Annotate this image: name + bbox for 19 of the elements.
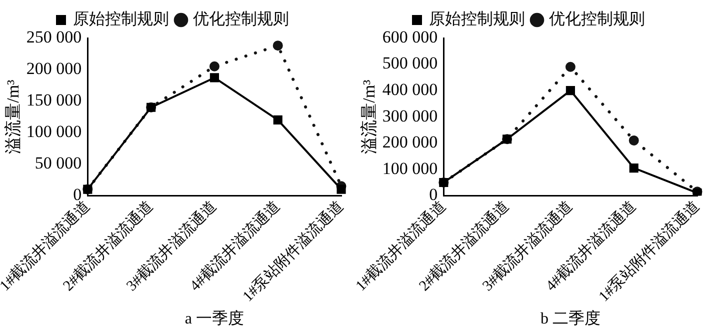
y-tick-label: 400 000 xyxy=(382,80,438,100)
y-tick-label: 200 000 xyxy=(382,132,438,152)
y-axis-title: 溢流量/m³ xyxy=(4,80,23,154)
y-axis-title: 溢流量/m³ xyxy=(360,80,379,154)
y-tick-label: 100 000 xyxy=(382,158,438,178)
legend-label: 优化控制规则 xyxy=(549,10,645,28)
y-tick-label: 150 000 xyxy=(26,90,82,110)
y-tick-label: 500 000 xyxy=(382,54,438,73)
x-axis-title: a 一季度 xyxy=(184,310,244,328)
legend-label: 原始控制规则 xyxy=(73,10,169,28)
y-tick-label: 300 000 xyxy=(382,106,438,126)
y-tick-label: 250 000 xyxy=(26,27,82,46)
y-tick-label: 200 000 xyxy=(26,58,82,78)
legend-label: 原始控制规则 xyxy=(429,10,525,28)
legend-label: 优化控制规则 xyxy=(193,10,289,28)
y-tick-label: 600 000 xyxy=(382,27,438,46)
y-tick-label: 50 000 xyxy=(34,154,82,173)
y-tick-label: 100 000 xyxy=(26,122,82,142)
x-axis-title: b 二季度 xyxy=(540,310,600,328)
